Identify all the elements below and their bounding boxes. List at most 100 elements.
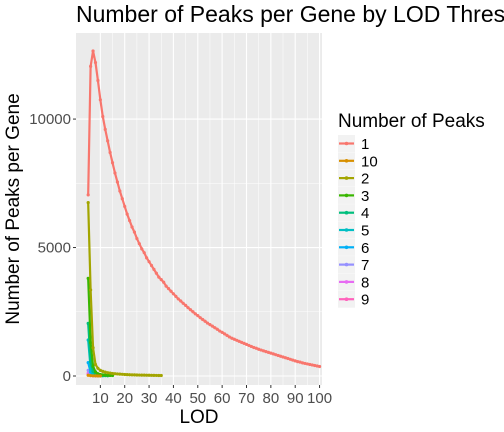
data-point (98, 374, 102, 378)
data-point (210, 324, 214, 328)
series-layer (86, 49, 322, 378)
series-2 (86, 200, 163, 378)
data-point (174, 294, 178, 298)
data-point (86, 276, 90, 280)
legend-label: 8 (361, 274, 369, 291)
data-point (164, 284, 168, 288)
data-point (89, 341, 93, 345)
data-point (145, 373, 149, 377)
data-point (93, 374, 98, 378)
data-point (230, 336, 234, 340)
data-point (135, 373, 139, 377)
data-point (98, 98, 102, 102)
data-point (108, 371, 112, 375)
series-10 (86, 373, 102, 378)
legend-item-10: 10 (338, 152, 378, 170)
series-1 (86, 49, 322, 369)
data-point (264, 349, 268, 354)
data-point (110, 161, 115, 165)
data-point (296, 360, 300, 364)
data-point (225, 333, 229, 338)
data-point (132, 230, 137, 234)
data-point (96, 374, 100, 378)
legend-item-3: 3 (338, 186, 369, 205)
data-point (96, 372, 100, 376)
data-point (288, 357, 292, 361)
data-point (147, 260, 151, 264)
data-point (101, 369, 105, 373)
legend-label: 7 (361, 257, 369, 274)
data-point (152, 373, 156, 377)
legend-item-6: 6 (338, 238, 369, 257)
data-point (278, 354, 283, 358)
data-point (300, 361, 305, 365)
data-point (310, 363, 314, 367)
data-point (106, 139, 110, 143)
data-point (113, 171, 117, 175)
data-point (203, 319, 207, 323)
data-point (154, 271, 158, 275)
x-tick-label: 60 (214, 390, 231, 407)
data-point (205, 321, 210, 325)
data-point (86, 200, 90, 205)
data-point (125, 212, 129, 216)
data-point (244, 342, 249, 347)
data-point (91, 49, 95, 53)
data-point (127, 373, 132, 377)
data-point (147, 373, 151, 377)
data-point (317, 364, 322, 369)
data-point (120, 197, 124, 201)
data-point (93, 370, 98, 374)
data-point (157, 373, 161, 378)
data-point (89, 288, 93, 292)
data-point (220, 330, 224, 334)
data-point (191, 310, 195, 314)
data-point (127, 218, 132, 223)
legend-title: Number of Peaks (338, 111, 485, 132)
data-point (313, 363, 317, 368)
data-point (308, 362, 312, 367)
data-point (240, 340, 244, 344)
data-point (142, 373, 146, 377)
data-point (149, 263, 154, 268)
data-point (249, 344, 253, 349)
data-point (181, 301, 185, 305)
data-point (188, 308, 193, 312)
data-point (103, 370, 107, 374)
legend-item-9: 9 (338, 290, 369, 309)
data-point (103, 373, 107, 377)
legend-key-point (344, 159, 349, 163)
data-point (145, 256, 149, 260)
data-point (118, 372, 122, 376)
data-point (159, 373, 163, 378)
data-point (252, 345, 256, 350)
data-point (291, 358, 295, 362)
data-point (118, 189, 122, 193)
data-point (162, 280, 166, 284)
legend-key-point (344, 210, 349, 215)
legend-label: 6 (361, 240, 369, 257)
data-point (215, 327, 219, 331)
legend-key-point (344, 262, 349, 267)
data-point (179, 299, 183, 303)
data-point (108, 373, 112, 378)
data-point (254, 346, 258, 350)
data-point (266, 350, 271, 354)
legend-key-point (344, 245, 349, 250)
data-point (242, 341, 246, 345)
data-point (281, 355, 285, 359)
x-tick-label: 90 (287, 390, 304, 407)
data-point (227, 335, 232, 339)
data-point (115, 372, 120, 376)
data-point (140, 373, 144, 377)
x-tick-label: 40 (165, 390, 182, 407)
data-point (193, 312, 197, 316)
legend-key-point (344, 193, 349, 198)
data-point (271, 352, 275, 356)
x-tick-label: 80 (263, 390, 280, 407)
data-point (140, 247, 144, 251)
data-point (115, 180, 120, 184)
data-point (259, 348, 263, 352)
x-axis-title: LOD (179, 407, 218, 428)
